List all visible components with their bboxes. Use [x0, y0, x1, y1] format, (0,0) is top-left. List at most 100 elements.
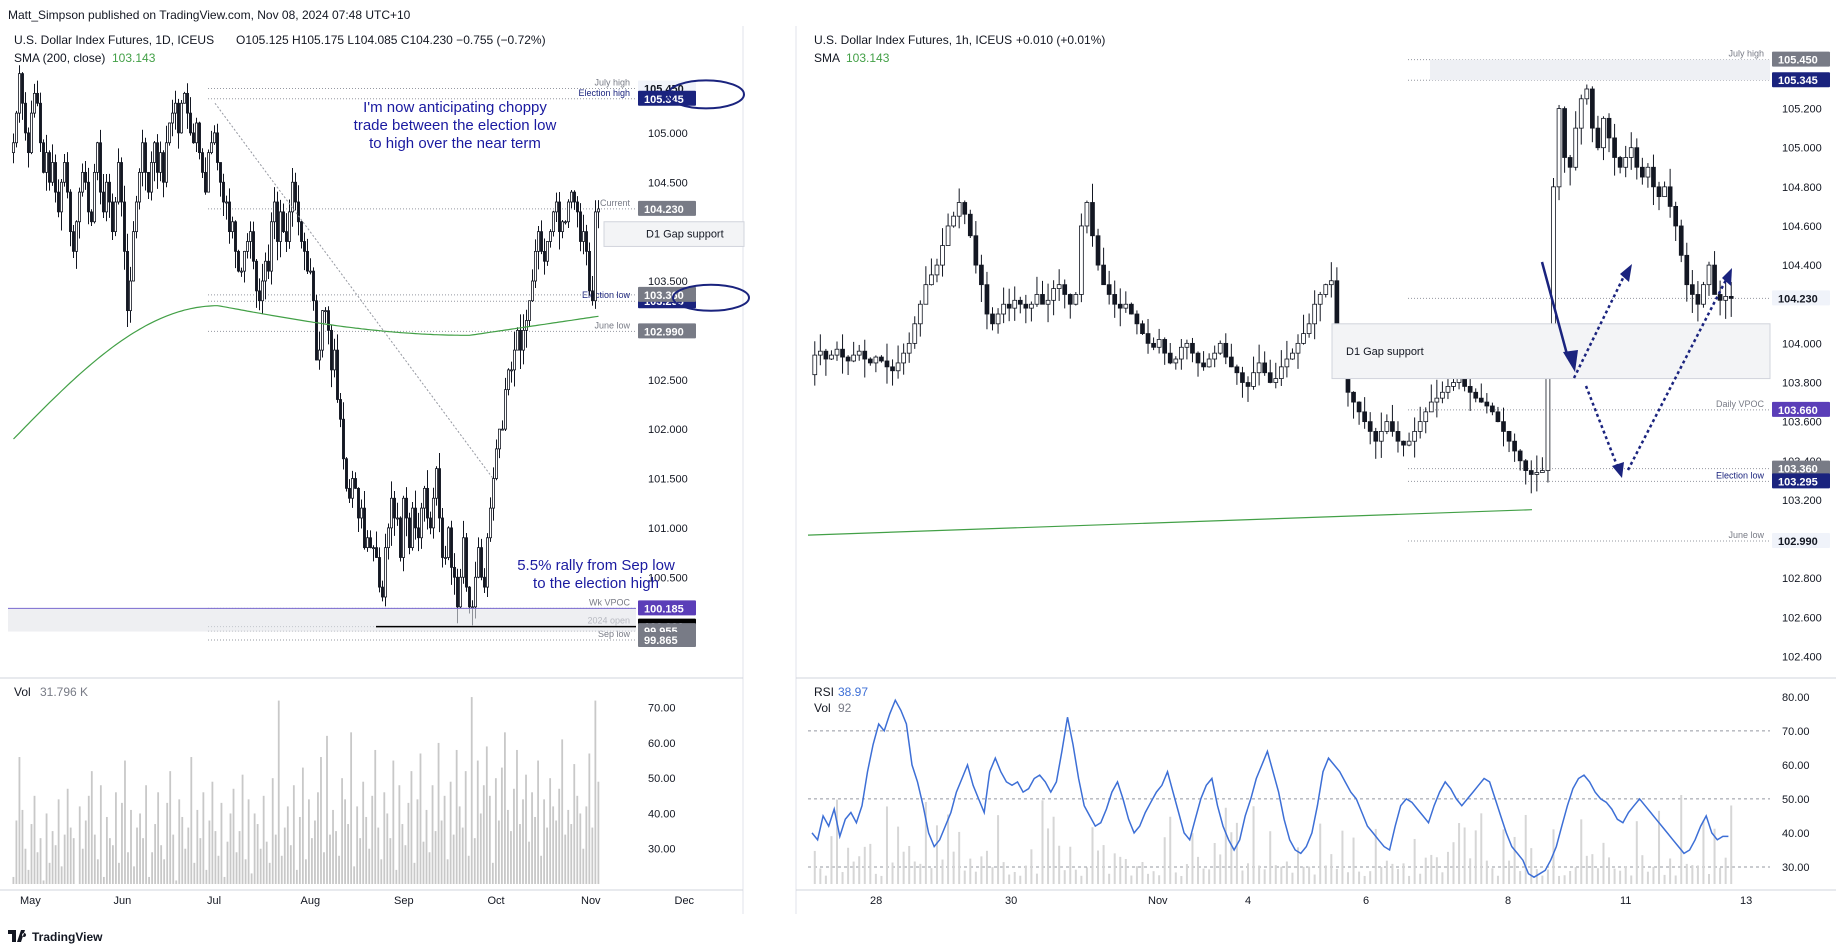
- daily-vol-bar: [36, 852, 39, 884]
- daily-candle: [372, 547, 375, 550]
- hourly-candle: [1440, 391, 1445, 399]
- hourly-vol-bar: [1702, 820, 1705, 884]
- daily-candle: [279, 211, 282, 242]
- hourly-candle: [1562, 108, 1567, 158]
- daily-level-label: Sep low: [598, 629, 631, 639]
- daily-candle: [345, 458, 348, 489]
- daily-level-label: July high: [594, 77, 630, 87]
- hourly-candle: [1473, 391, 1479, 399]
- hourly-vol-bar: [1341, 830, 1344, 884]
- daily-candle: [468, 586, 471, 608]
- hourly-vol-bar: [1408, 875, 1411, 884]
- hourly-candle: [890, 366, 895, 372]
- hourly-candle: [1590, 88, 1595, 129]
- hourly-y-tick: 102.600: [1782, 612, 1822, 624]
- daily-candle: [363, 507, 366, 549]
- hourly-candle: [851, 354, 857, 362]
- hourly-candle: [1567, 157, 1573, 168]
- hourly-price-tag-label: 104.230: [1778, 293, 1818, 305]
- hourly-candle: [1684, 254, 1690, 286]
- daily-vol-bar: [57, 799, 60, 884]
- hourly-vol-bar: [1285, 861, 1288, 884]
- daily-vol-bar: [268, 862, 271, 884]
- hourly-vol-bar: [1130, 875, 1133, 884]
- hourly-candle: [984, 284, 990, 315]
- daily-candle: [549, 231, 552, 242]
- daily-candle: [207, 152, 210, 193]
- hourly-vol-bar: [863, 846, 866, 884]
- daily-candle: [165, 142, 168, 183]
- hourly-rsi-tick: 30.00: [1782, 862, 1810, 874]
- daily-candle: [45, 152, 48, 173]
- hourly-vol-bar: [1574, 867, 1577, 884]
- hourly-candle: [1601, 117, 1606, 149]
- hourly-y-tick: 104.400: [1782, 260, 1822, 272]
- daily-candle: [141, 142, 144, 173]
- hourly-candle: [1673, 206, 1679, 227]
- hourly-vol-bar: [1652, 866, 1655, 884]
- hourly-candle: [940, 245, 945, 266]
- hourly-vol-bar: [1646, 871, 1649, 884]
- hourly-vol-bar: [891, 862, 894, 884]
- daily-price-tag-label: 100.185: [644, 603, 684, 615]
- hourly-vol-bar: [1202, 868, 1205, 884]
- daily-level-label: Current: [600, 198, 631, 208]
- daily-candle: [159, 152, 162, 173]
- daily-candle: [57, 191, 60, 213]
- daily-vol-bar: [389, 838, 392, 884]
- hourly-y-tick: 105.200: [1782, 104, 1822, 116]
- daily-level-label: Election low: [582, 290, 631, 300]
- chart-canvas[interactable]: 105.000 104.500 104.000 103.500 102.500 102.0…: [0, 26, 1836, 924]
- daily-vol-bar: [139, 813, 141, 884]
- daily-vol-bar: [416, 799, 419, 884]
- daily-candle: [480, 547, 483, 578]
- daily-candle: [249, 231, 252, 242]
- daily-vol-bar: [371, 795, 374, 884]
- hourly-candle: [1373, 431, 1379, 442]
- daily-candle: [168, 122, 171, 144]
- hourly-vol-bar: [1024, 865, 1027, 884]
- hourly-candle: [1689, 284, 1695, 295]
- daily-vol-tick: 60.00: [648, 738, 676, 750]
- hourly-candle: [1728, 296, 1734, 299]
- hourly-vol-bar: [1680, 795, 1683, 884]
- hourly-candle: [1378, 431, 1384, 442]
- hourly-candle: [967, 213, 973, 237]
- hourly-vol-bar: [1535, 869, 1538, 884]
- daily-candle: [288, 211, 291, 242]
- daily-candle: [276, 201, 279, 242]
- daily-candle: [90, 211, 93, 223]
- hourly-candle: [1706, 264, 1712, 286]
- daily-candle: [543, 250, 546, 262]
- daily-vol-bar: [15, 820, 18, 884]
- daily-y-tick: 101.500: [648, 474, 688, 486]
- hourly-y-tick: 104.600: [1782, 221, 1822, 233]
- hourly-candle: [945, 225, 951, 246]
- hourly-candle: [1284, 358, 1290, 368]
- daily-vol-bar: [211, 781, 214, 884]
- hourly-rsi-label: RSI: [814, 685, 834, 699]
- daily-vol-bar: [473, 838, 476, 884]
- daily-vol-bar: [133, 866, 135, 884]
- daily-vol-tick: 50.00: [648, 773, 676, 785]
- hourly-gap-label: D1 Gap support: [1346, 346, 1424, 358]
- daily-y-tick: 105.000: [648, 128, 688, 140]
- daily-vol-bar: [410, 771, 413, 884]
- hourly-sma-label: SMA: [814, 51, 840, 65]
- daily-candle: [69, 191, 72, 233]
- daily-candle: [447, 527, 450, 558]
- daily-candle: [438, 468, 441, 519]
- daily-vol-bar: [39, 838, 42, 884]
- daily-vol-bar: [21, 809, 24, 884]
- hourly-x-tick: 28: [870, 895, 882, 907]
- daily-vol-bar: [579, 813, 582, 884]
- hourly-vol-bar: [1624, 866, 1627, 884]
- daily-vol-bar: [48, 862, 51, 884]
- daily-candle: [156, 142, 159, 173]
- daily-price-tag-label: 102.990: [644, 326, 684, 338]
- daily-candle: [408, 517, 411, 549]
- daily-candle: [384, 547, 387, 598]
- hourly-vol-bar: [1335, 868, 1338, 884]
- hourly-vol-bar: [1263, 869, 1266, 884]
- daily-candle: [312, 270, 315, 302]
